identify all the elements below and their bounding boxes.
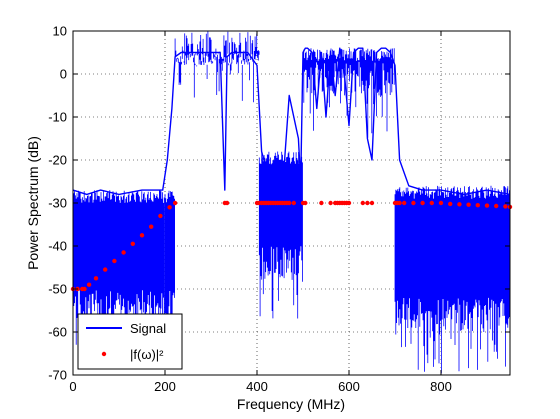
y-tick-label: 0 xyxy=(60,67,67,82)
x-tick-label: 200 xyxy=(154,379,176,394)
marker-point xyxy=(287,200,292,206)
marker-point xyxy=(291,200,296,206)
marker-point xyxy=(397,200,402,206)
y-tick-label: -30 xyxy=(48,196,67,211)
x-tick-label: 0 xyxy=(69,379,76,394)
y-tick-label: 10 xyxy=(53,24,67,39)
y-tick-label: -40 xyxy=(48,239,67,254)
marker-point xyxy=(328,200,333,206)
signal-band-segment-2 xyxy=(174,31,260,103)
marker-point xyxy=(139,233,145,238)
y-tick-label: -50 xyxy=(48,282,67,297)
marker-point xyxy=(494,203,499,209)
marker-point xyxy=(365,200,370,206)
marker-point xyxy=(346,200,352,206)
y-axis-label: Power Spectrum (dB) xyxy=(25,136,41,270)
marker-point xyxy=(411,200,416,206)
x-tick-label: 400 xyxy=(246,379,268,394)
marker-point xyxy=(82,286,87,292)
marker-point xyxy=(484,203,490,208)
y-tick-label: -20 xyxy=(48,153,67,168)
y-tick-label: -70 xyxy=(48,368,67,383)
marker-point xyxy=(158,213,163,219)
marker-point xyxy=(466,202,471,207)
marker-point xyxy=(149,224,154,229)
marker-point xyxy=(319,200,324,206)
legend-f-omega-label: |f(ω)|² xyxy=(130,347,164,362)
marker-point xyxy=(369,200,375,206)
marker-point xyxy=(438,200,444,206)
y-tick-label: -60 xyxy=(48,325,67,340)
signal-band-segment-5 xyxy=(394,185,510,374)
marker-point xyxy=(457,202,462,207)
marker-point xyxy=(172,200,178,206)
marker-point xyxy=(402,200,407,206)
marker-point xyxy=(130,241,135,246)
y-tick-label: -10 xyxy=(48,110,67,125)
x-axis-label: Frequency (MHz) xyxy=(237,396,345,412)
marker-point xyxy=(475,203,480,208)
marker-point xyxy=(93,276,99,281)
x-tick-label: 800 xyxy=(430,379,452,394)
series-signal-line xyxy=(72,47,511,196)
marker-point xyxy=(429,200,434,206)
y-axis-ticks: 10 0 -10 -20 -30 -40 -50 -60 -70 xyxy=(48,24,510,383)
marker-point xyxy=(112,258,117,264)
series-f-omega-markers xyxy=(70,200,513,292)
marker-point xyxy=(420,200,425,206)
marker-point xyxy=(121,250,126,255)
marker-point xyxy=(448,201,453,207)
marker-point xyxy=(360,200,365,206)
legend: Signal |f(ω)|² xyxy=(77,313,183,370)
legend-f-omega-swatch xyxy=(101,351,107,357)
marker-point xyxy=(503,204,508,209)
marker-point xyxy=(224,200,230,206)
signal-band-segment-1 xyxy=(164,190,175,338)
marker-point xyxy=(103,267,108,272)
x-axis-ticks: 0 200 400 600 800 xyxy=(69,31,452,394)
legend-signal-label: Signal xyxy=(130,321,166,336)
marker-point xyxy=(86,282,92,287)
legend-box xyxy=(77,313,183,370)
x-tick-label: 600 xyxy=(338,379,360,394)
marker-point xyxy=(303,200,308,206)
marker-point xyxy=(167,205,172,210)
